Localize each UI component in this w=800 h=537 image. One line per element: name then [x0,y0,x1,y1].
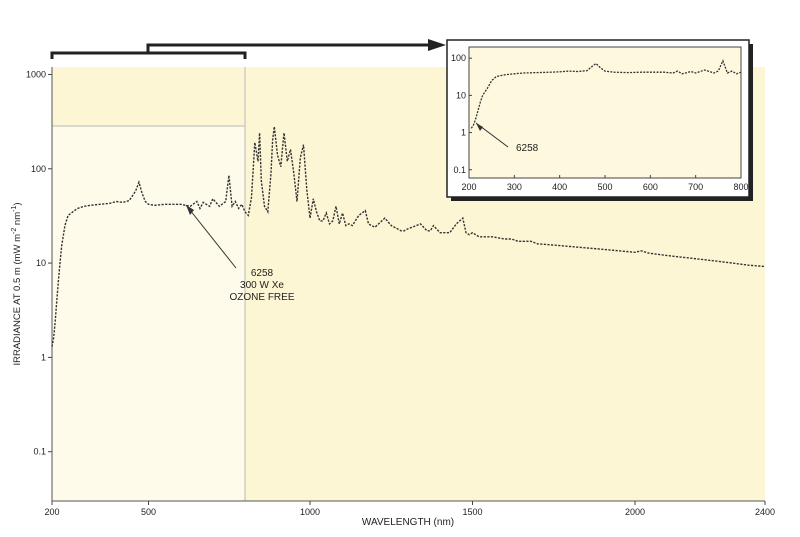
inset-x-tick-label: 800 [733,182,748,192]
x-tick-label: 1000 [300,507,320,517]
x-tick-label: 1500 [462,507,482,517]
y-axis-title-end: ) [12,202,23,205]
inset-x-tick-label: 700 [688,182,703,192]
x-tick-label: 2400 [755,507,775,517]
x-tick-label: 2000 [625,507,645,517]
y-axis-title-mid: nm [12,212,23,228]
x-axis-title: WAVELENGTH (nm) [362,517,454,528]
inset-annotation-arrow-icon [476,123,483,131]
y-axis-title: IRRADIANCE AT 0.5 m (mW m-2 nm-1) [11,202,23,365]
y-tick-label: 1000 [26,69,46,79]
y-axis-title-sup1: -2 [11,228,18,234]
annotation-line-3: OZONE FREE [229,292,294,303]
y-tick-label: 1 [41,352,46,362]
inset-chart: 100 10 1 0.1 200 300 400 500 600 700 800 6258 [446,39,753,201]
x-tick-label: 200 [44,507,59,517]
y-tick-label: 100 [31,164,46,174]
inset-annotation-label: 6258 [516,143,539,154]
y-tick-label: 0.1 [33,447,46,457]
y-axis-title-main: IRRADIANCE AT 0.5 m (mW m [12,234,23,366]
zoom-bracket [50,39,446,59]
annotation-line-1: 6258 [251,268,274,279]
inset-x-tick-label: 600 [643,182,658,192]
inset-x-tick-label: 500 [597,182,612,192]
inset-x-tick-label: 200 [461,182,476,192]
annotation-line-2: 300 W Xe [240,280,284,291]
inset-x-tick-label: 400 [552,182,567,192]
inset-plot-area [468,46,742,179]
inset-ticks: 100 10 1 0.1 200 300 400 500 600 700 800 [451,53,749,192]
inset-y-tick-label: 100 [451,53,466,63]
annotation-leader [185,204,237,269]
annotation-arrow-icon [186,205,194,215]
y-axis-title-sup2: -1 [11,206,18,212]
expanded-region-highlight [52,126,245,501]
inset-series-line [470,59,742,129]
series-line-6258 [51,126,766,347]
y-tick-label: 10 [36,258,46,268]
inset-y-tick-label: 1 [461,128,466,138]
arrow-head-icon [428,39,446,51]
inset-y-tick-label: 0.1 [453,165,466,175]
x-tick-label: 500 [141,507,156,517]
inset-x-tick-label: 300 [507,182,522,192]
inset-y-tick-label: 10 [456,90,466,100]
